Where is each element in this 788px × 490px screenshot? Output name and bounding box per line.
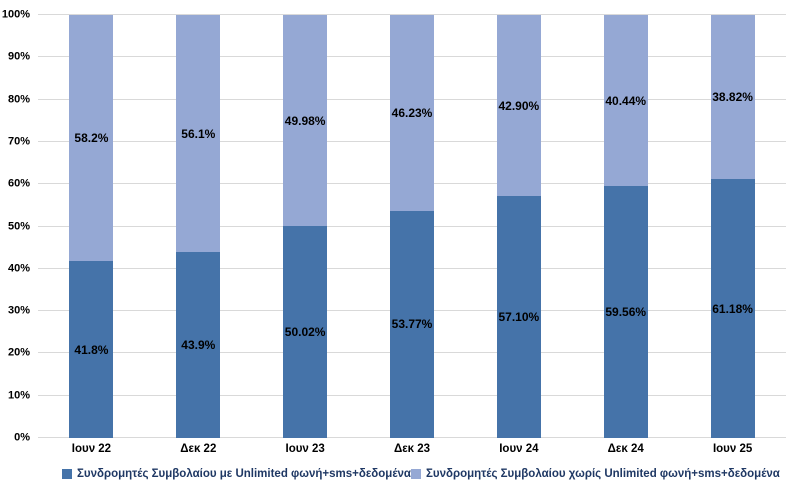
data-label: 59.56% [605,305,647,320]
y-axis: 0% 10% 20% 30% 40% 50% 60% 70% 80% 90% 100% [0,9,30,443]
segment-with-unlimited: 61.18% [710,179,755,438]
x-axis-label: Δεκ 23 [393,443,431,455]
data-label: 49.98% [284,113,326,128]
data-label: 40.44% [605,93,647,108]
stacked-bar: 56.1% 43.9% [176,15,221,438]
bar-column: 58.2% 41.8% [38,15,145,438]
y-axis-tick-label: 30% [7,304,30,317]
data-label: 58.2% [74,131,109,146]
segment-with-unlimited: 59.56% [603,186,648,438]
x-axis-label: Δεκ 22 [180,443,217,455]
x-axis-label: Δεκ 24 [607,443,644,455]
plot-area: 58.2% 41.8% 56.1% 43.9% 49.98% 50.02% 46.23% 53… [38,14,786,438]
segment-with-unlimited: 53.77% [390,210,434,438]
legend-label: Συνδρομητές Συμβολαίου χωρίς Unlimited φ… [425,468,780,480]
stacked-bar: 46.23% 53.77% [390,15,434,438]
data-label: 57.10% [498,310,540,325]
data-label: 42.90% [498,98,540,113]
segment-without-unlimited: 42.90% [496,15,541,197]
legend: Συνδρομητές Συμβολαίου με Unlimited φωνή… [0,468,788,480]
stacked-bar: 58.2% 41.8% [69,15,114,438]
data-label: 41.8% [74,342,109,357]
x-axis-label: Ιουν 25 [712,443,753,455]
segment-with-unlimited: 41.8% [69,261,114,438]
legend-item: Συνδρομητές Συμβολαίου χωρίς Unlimited φ… [410,468,780,480]
segment-with-unlimited: 57.10% [496,196,541,438]
y-axis-tick-label: 70% [7,135,30,148]
bar-column: 49.98% 50.02% [252,15,359,438]
x-axis: Ιουν 22 Δεκ 22 Ιουν 23 Δεκ 23 Ιουν 24 Δεκ 24 Ι… [38,443,786,455]
segment-with-unlimited: 50.02% [283,226,328,438]
x-axis-label: Ιουν 22 [71,443,112,455]
legend-swatch [410,469,421,479]
segment-without-unlimited: 49.98% [283,15,328,227]
bar-column: 38.82% 61.18% [679,15,786,438]
segment-without-unlimited: 56.1% [176,15,221,253]
y-axis-tick-label: 0% [14,431,30,444]
y-axis-tick-label: 40% [7,262,30,275]
data-label: 46.23% [391,105,433,120]
y-axis-tick-label: 80% [7,93,30,106]
y-axis-tick-label: 50% [7,220,30,232]
segment-with-unlimited: 43.9% [176,252,221,438]
bar-column: 56.1% 43.9% [145,15,252,438]
x-axis-label: Ιουν 23 [285,443,325,455]
data-label: 38.82% [712,90,753,105]
legend-label: Συνδρομητές Συμβολαίου με Unlimited φωνή… [77,468,411,480]
stacked-bar: 40.44% 59.56% [603,15,648,438]
bars: 58.2% 41.8% 56.1% 43.9% 49.98% 50.02% 46.23% 53… [38,15,786,438]
y-axis-tick-label: 10% [7,389,30,402]
y-axis-tick-label: 20% [7,346,30,359]
data-label: 43.9% [181,338,216,353]
bar-column: 46.23% 53.77% [359,15,466,438]
segment-without-unlimited: 46.23% [390,15,434,211]
data-label: 53.77% [391,317,433,332]
y-axis-tick-label: 60% [7,177,30,190]
segment-without-unlimited: 38.82% [710,15,755,180]
legend-item: Συνδρομητές Συμβολαίου με Unlimited φωνή… [62,468,411,480]
bar-column: 40.44% 59.56% [572,15,679,438]
bar-column: 42.90% 57.10% [465,15,572,438]
segment-without-unlimited: 58.2% [69,15,114,262]
y-axis-tick-label: 100% [1,8,30,21]
stacked-bar: 38.82% 61.18% [710,15,755,438]
legend-swatch [62,469,72,479]
stacked-bar: 42.90% 57.10% [496,15,541,438]
x-axis-label: Ιουν 24 [499,443,539,455]
data-label: 56.1% [181,126,216,141]
segment-without-unlimited: 40.44% [603,15,648,187]
stacked-bar: 49.98% 50.02% [283,15,328,438]
gridline [38,14,786,15]
y-axis-tick-label: 90% [7,50,30,63]
data-label: 50.02% [284,325,326,340]
data-label: 61.18% [712,301,753,316]
